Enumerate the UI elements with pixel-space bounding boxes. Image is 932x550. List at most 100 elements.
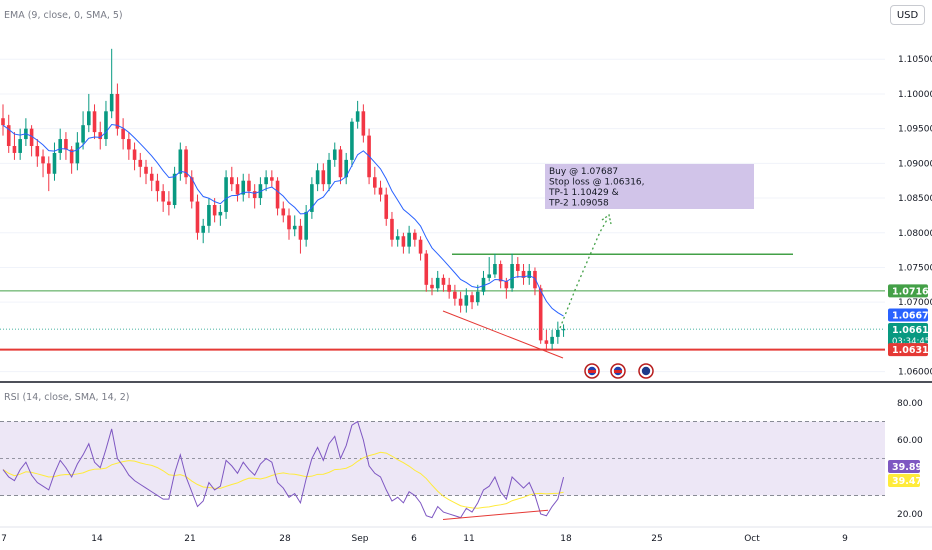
candle-body (224, 177, 228, 212)
candle-body (167, 201, 171, 205)
candle-body (481, 277, 486, 292)
price-tick-label: 1.09000 (898, 159, 932, 169)
candle-body (321, 170, 326, 185)
time-tick-label: Oct (744, 534, 760, 544)
candle-body (252, 191, 257, 199)
time-tick-label: 11 (463, 534, 474, 544)
candle-body (275, 180, 280, 209)
price-tag: 1.06677 (888, 308, 932, 322)
candle-body (493, 264, 497, 275)
price-tick-label: 1.09500 (898, 125, 932, 135)
currency-button[interactable]: USD (890, 5, 925, 25)
price-tag-bg (888, 284, 928, 298)
candle-body (550, 336, 554, 344)
rsi-pane: 80.00 60.00 20.00 39.89 39.47 (0, 399, 923, 520)
candle-body (338, 149, 343, 178)
candle-body (447, 284, 451, 292)
rsi-tag-bg (888, 474, 920, 487)
candle-body (287, 215, 291, 230)
candle-body (521, 270, 526, 278)
candle-body (544, 340, 549, 344)
time-tick-label: Sep (352, 534, 369, 544)
candle-body (41, 156, 45, 164)
candle-body (430, 284, 434, 289)
candle-body (435, 277, 440, 289)
candle-body (195, 201, 200, 233)
candle-body (178, 149, 183, 174)
price-tag-bg (888, 308, 928, 322)
candle-body (207, 205, 211, 226)
event-flag (641, 366, 651, 376)
candle-body (149, 173, 154, 181)
economic-event-icon (638, 363, 654, 379)
time-tick-label: 28 (279, 534, 291, 544)
candle-body (538, 288, 543, 341)
candle-body (475, 291, 480, 303)
candle-body (516, 264, 520, 271)
time-tick-label: 9 (842, 534, 848, 544)
candle-body (155, 180, 160, 192)
price-tick-label: 1.08000 (898, 229, 932, 239)
candle-body (510, 264, 514, 289)
ema-indicator-label[interactable]: EMA (9, close, 0, SMA, 5) (4, 10, 123, 21)
candle-body (115, 93, 120, 129)
rsi-tag-label: 39.89 (892, 462, 922, 473)
price-tag-label: 1.06316 (892, 345, 932, 356)
candle-body (75, 142, 80, 164)
time-tick-label: 7 (1, 534, 7, 544)
candle-body (98, 132, 103, 140)
candle-body (424, 253, 429, 285)
price-tick-label: 1.10000 (898, 90, 932, 100)
rsi-band (0, 421, 885, 496)
candle-body (46, 163, 51, 174)
candle-body (247, 180, 251, 192)
rsi-value-tag: 39.89 (888, 460, 922, 473)
candle-body (407, 232, 411, 247)
candle-body (401, 236, 406, 247)
candle-body (561, 329, 566, 331)
candle-body (109, 93, 114, 112)
price-tick-label: 1.10500 (898, 55, 932, 65)
candle-body (52, 152, 57, 174)
time-tick-label: 6 (411, 534, 417, 544)
candle-body (327, 159, 331, 185)
rsi-line (2, 420, 565, 519)
candle-body (81, 125, 85, 143)
candle-body (310, 184, 314, 212)
price-axis[interactable]: 1.10500 1.10000 1.09500 1.09000 1.08500 1.080… (888, 55, 932, 378)
candle-body (304, 211, 308, 240)
candle-body (144, 166, 148, 174)
candle-body (332, 149, 337, 160)
divergence-trendline (442, 310, 564, 359)
candle-body (384, 194, 389, 219)
candle-body (504, 281, 509, 289)
time-axis[interactable]: 7 14 21 28 Sep 6 11 18 25 Oct 9 (1, 534, 848, 544)
candle-body (64, 139, 68, 150)
candle-body (218, 211, 223, 216)
economic-event-icon (584, 363, 600, 379)
candle-body (121, 128, 125, 140)
ema-polyline (2, 124, 564, 317)
candle-body (315, 170, 320, 185)
candle-body (230, 177, 234, 185)
candle-body (138, 159, 143, 167)
candle-body (12, 146, 17, 153)
trade-note-line: Stop loss @ 1.06316, (549, 178, 645, 188)
candle-body (235, 184, 240, 195)
candle-body (395, 236, 400, 240)
candle-body (533, 270, 537, 289)
price-tag-label: 1.06677 (892, 311, 932, 322)
candle-body (69, 149, 74, 164)
projection-path (559, 217, 609, 329)
trade-note-line: Buy @ 1.07687 (549, 167, 618, 177)
price-tag-bg (888, 323, 928, 347)
candle-body (92, 111, 97, 133)
time-tick-label: 25 (651, 534, 662, 544)
rsi-value-tag: 39.47 (888, 474, 922, 487)
candle-body (270, 177, 274, 181)
price-tag: 1.06316 (888, 343, 932, 357)
rsi-indicator-label[interactable]: RSI (14, close, SMA, 14, 2) (4, 392, 129, 403)
candle-body (378, 187, 383, 195)
candle-body (413, 232, 417, 240)
